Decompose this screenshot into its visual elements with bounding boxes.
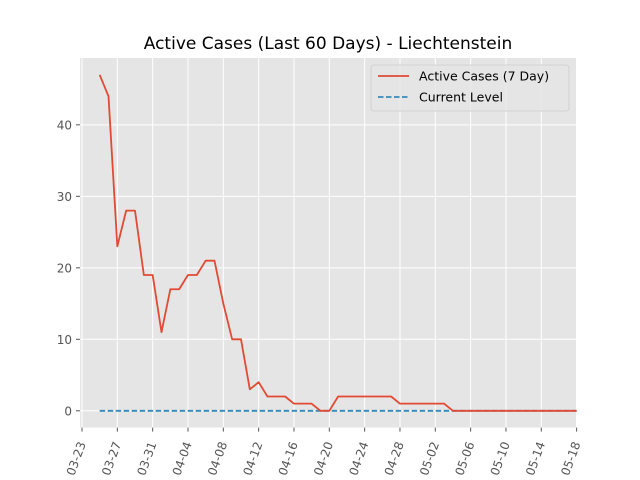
legend-label-active-cases: Active Cases (7 Day) <box>419 69 549 84</box>
legend: Active Cases (7 Day) Current Level <box>370 64 570 112</box>
legend-frame <box>370 64 570 112</box>
active-cases-line <box>98 74 577 412</box>
grid-lines <box>80 58 578 428</box>
y-axis: 0 10 20 30 40 <box>57 118 80 418</box>
chart-title: Active Cases (Last 60 Days) - Liechtenst… <box>144 34 513 54</box>
y-tick-label: 30 <box>57 190 72 204</box>
y-tick-label: 40 <box>57 118 72 132</box>
plot-area <box>80 58 576 428</box>
y-tick-label: 0 <box>64 404 72 418</box>
series-layer <box>98 74 577 412</box>
y-tick-label: 20 <box>57 261 72 275</box>
legend-label-current-level: Current Level <box>419 90 503 105</box>
y-tick-label: 10 <box>57 333 72 347</box>
